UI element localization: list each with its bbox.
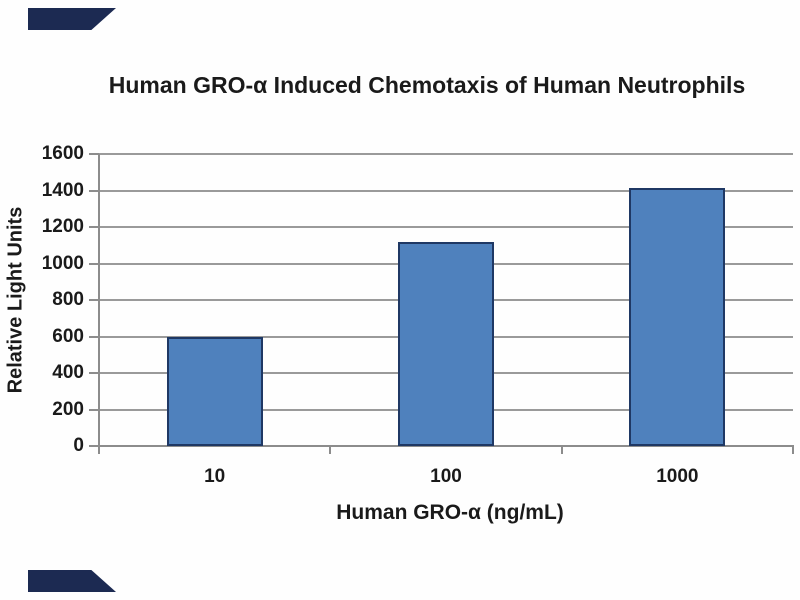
- y-tick-label: 1200: [41, 216, 84, 237]
- y-tick-label: 400: [52, 362, 84, 383]
- x-axis-line: [98, 445, 794, 447]
- gridline: [99, 189, 793, 192]
- y-tick-label: 800: [52, 289, 84, 310]
- y-tick-mark: [89, 189, 99, 192]
- gridline: [99, 226, 793, 228]
- y-tick-mark: [89, 445, 99, 447]
- y-tick-mark: [89, 262, 99, 265]
- y-tick-label: 1600: [41, 143, 84, 164]
- x-tick-label: 10: [204, 466, 226, 487]
- watermark-corner-bottom-left-icon: [28, 570, 116, 592]
- x-tick-mark: [560, 446, 563, 454]
- bar-100: [398, 241, 494, 446]
- x-tick-mark: [792, 446, 794, 454]
- y-tick-mark: [89, 408, 99, 411]
- y-tick-mark: [89, 153, 99, 155]
- y-tick-label: 0: [73, 435, 84, 456]
- y-tick-label: 200: [52, 398, 84, 420]
- bar-1000: [629, 187, 726, 446]
- x-tick-mark: [98, 446, 100, 454]
- y-tick-mark: [89, 335, 99, 338]
- y-tick-mark: [89, 299, 99, 301]
- x-tick-label: 100: [430, 466, 462, 487]
- y-tick-label: 1000: [41, 252, 84, 274]
- y-tick-label: 1400: [41, 179, 84, 201]
- y-axis-line: [98, 154, 100, 454]
- y-tick-mark: [89, 372, 99, 374]
- chart-title: Human GRO-α Induced Chemotaxis of Human …: [108, 72, 746, 98]
- x-tick-mark: [329, 446, 332, 454]
- y-tick-label: 600: [52, 325, 84, 347]
- watermark-corner-top-left-icon: [28, 8, 116, 30]
- bar-10: [166, 336, 263, 446]
- gridline: [99, 153, 793, 155]
- x-axis-title: Human GRO-α (ng/mL): [336, 501, 564, 524]
- y-tick-mark: [89, 226, 99, 228]
- x-tick-label: 1000: [656, 466, 699, 487]
